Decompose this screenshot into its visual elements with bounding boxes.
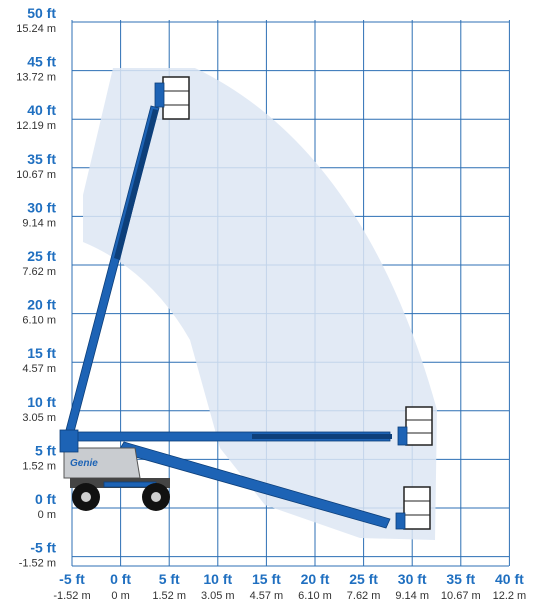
x-tick-m: 3.05 m (201, 590, 235, 602)
x-tick-m: 12.2 m (493, 590, 527, 602)
x-tick-ft: 10 ft (203, 571, 232, 587)
x-tick-m: -1.52 m (53, 590, 90, 602)
y-axis-labels: 50 ft 15.24 m 45 ft 13.72 m 40 ft 12.19 m 35 f… (16, 5, 56, 570)
y-tick-m: 10.67 m (16, 169, 56, 181)
x-tick-ft: 25 ft (349, 571, 378, 587)
x-tick-m: 6.10 m (298, 590, 332, 602)
y-tick-ft: -5 ft (30, 540, 56, 556)
x-tick-m: 4.57 m (250, 590, 284, 602)
brand-logo: Genie (70, 458, 98, 469)
front-wheel-hub (81, 492, 91, 502)
y-tick-m: -1.52 m (19, 558, 56, 570)
y-tick-m: 6.10 m (22, 315, 56, 327)
y-tick-ft: 35 ft (27, 151, 56, 167)
x-tick-m: 0 m (111, 590, 129, 602)
x-tick-ft: 30 ft (398, 571, 427, 587)
x-tick-ft: 0 ft (110, 571, 131, 587)
x-tick-m: 1.52 m (152, 590, 186, 602)
y-tick-m: 0 m (38, 509, 56, 521)
low-boom (117, 441, 391, 529)
platform-horizontal (397, 406, 433, 446)
y-tick-m: 15.24 m (16, 23, 56, 35)
x-tick-m: 10.67 m (441, 590, 481, 602)
y-tick-ft: 50 ft (27, 5, 56, 21)
boom-lift: Genie (59, 76, 433, 530)
y-tick-ft: 30 ft (27, 199, 56, 215)
y-tick-m: 4.57 m (22, 363, 56, 375)
y-tick-ft: 45 ft (27, 54, 56, 70)
y-tick-ft: 5 ft (35, 442, 56, 458)
x-tick-ft: 20 ft (301, 571, 330, 587)
x-tick-m: 9.14 m (395, 590, 429, 602)
working-envelope (83, 68, 437, 540)
x-axis-labels: -5 ft -1.52 m 0 ft 0 m 5 ft 1.52 m 10 ft 3.05 m… (53, 571, 526, 602)
y-tick-ft: 20 ft (27, 297, 56, 313)
platform-low (395, 486, 431, 530)
y-tick-ft: 15 ft (27, 345, 56, 361)
y-tick-ft: 0 ft (35, 491, 56, 507)
raised-boom-section (114, 109, 158, 260)
y-tick-m: 13.72 m (16, 72, 56, 84)
x-tick-m: 7.62 m (347, 590, 381, 602)
x-tick-ft: 15 ft (252, 571, 281, 587)
y-tick-m: 7.62 m (22, 266, 56, 278)
boom-pivot (59, 429, 79, 453)
x-tick-ft: 5 ft (159, 571, 180, 587)
y-tick-m: 9.14 m (22, 217, 56, 229)
y-tick-m: 12.19 m (16, 120, 56, 132)
rear-wheel-hub (151, 492, 161, 502)
y-tick-ft: 25 ft (27, 248, 56, 264)
horizontal-boom-jib (252, 434, 392, 439)
y-tick-m: 1.52 m (22, 460, 56, 472)
x-tick-ft: -5 ft (59, 571, 85, 587)
y-tick-ft: 40 ft (27, 102, 56, 118)
platform-top (154, 76, 190, 120)
x-tick-ft: 35 ft (446, 571, 475, 587)
y-tick-m: 3.05 m (22, 412, 56, 424)
y-tick-ft: 10 ft (27, 394, 56, 410)
x-tick-ft: 40 ft (495, 571, 524, 587)
